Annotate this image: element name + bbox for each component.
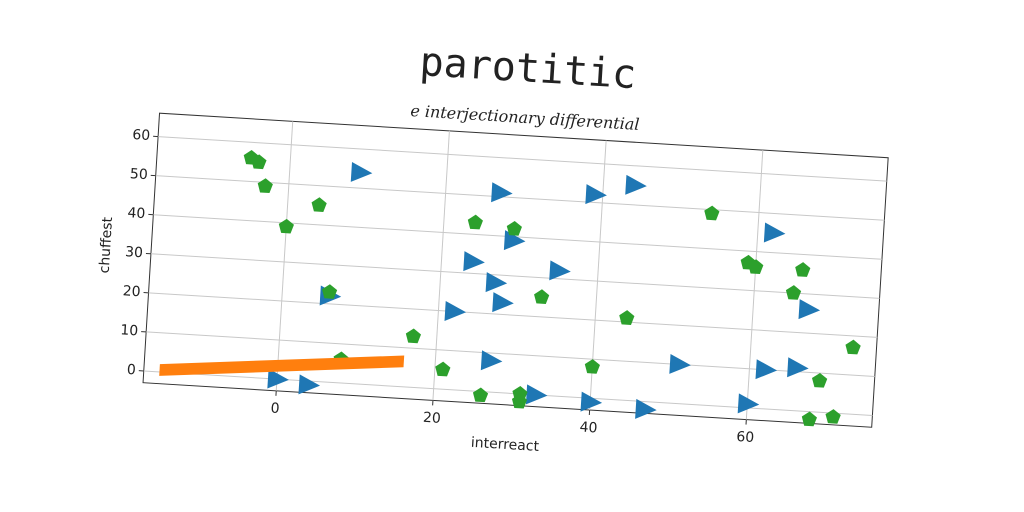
- chart-subtitle: e interjectionary differential: [410, 101, 640, 134]
- plot-area: [142, 112, 889, 428]
- point: [472, 387, 489, 403]
- point: [534, 289, 550, 305]
- point: [491, 182, 513, 203]
- point: [755, 359, 778, 380]
- x-tick-label: 40: [579, 419, 598, 436]
- grid-line: [745, 150, 764, 420]
- y-tick-label: 60: [132, 127, 151, 144]
- grid-line: [432, 130, 450, 401]
- point: [278, 218, 294, 234]
- point: [845, 339, 861, 355]
- point: [811, 372, 828, 388]
- point: [525, 384, 548, 405]
- point: [635, 398, 657, 419]
- point: [785, 285, 802, 300]
- point: [444, 300, 467, 321]
- point: [492, 292, 514, 313]
- point: [506, 220, 522, 236]
- point: [251, 154, 267, 170]
- point: [801, 411, 817, 427]
- point: [669, 353, 691, 374]
- grid-line: [153, 214, 882, 260]
- x-tick-label: 20: [422, 410, 441, 427]
- grid-line: [155, 175, 885, 221]
- point: [580, 391, 603, 412]
- y-tick-label: 10: [120, 322, 139, 339]
- point: [467, 214, 483, 230]
- point: [584, 359, 600, 374]
- point: [311, 197, 327, 212]
- x-axis-label: interreact: [470, 435, 540, 455]
- point: [619, 310, 635, 325]
- grid-line: [150, 253, 880, 299]
- point: [737, 393, 760, 414]
- x-tick-label: 60: [736, 429, 755, 446]
- grid-line: [275, 121, 294, 391]
- point: [795, 262, 811, 277]
- y-tick-label: 40: [127, 205, 146, 222]
- point: [549, 260, 571, 281]
- point: [763, 222, 786, 243]
- grid-line: [143, 370, 873, 417]
- point: [585, 184, 607, 205]
- y-axis-label: chuffest: [97, 216, 116, 274]
- point: [463, 251, 485, 272]
- point: [480, 350, 503, 371]
- y-tick-label: 20: [122, 283, 141, 300]
- point: [798, 299, 821, 320]
- point: [825, 409, 841, 424]
- point: [511, 393, 528, 409]
- point: [298, 374, 321, 395]
- grid-line: [158, 136, 887, 182]
- chart-title: parotitic: [418, 39, 637, 98]
- point: [405, 328, 422, 344]
- point: [485, 272, 508, 293]
- y-tick-label: 0: [126, 362, 136, 379]
- point: [321, 284, 338, 299]
- y-tick-label: 50: [129, 166, 148, 183]
- x-tick-label: 0: [270, 401, 280, 418]
- point: [257, 178, 273, 194]
- point: [625, 174, 647, 195]
- y-tick-label: 30: [125, 244, 144, 261]
- chart-body: parotitic e interjectionary differential…: [97, 39, 889, 455]
- grid-line: [148, 292, 878, 338]
- point: [704, 205, 720, 221]
- point: [267, 368, 289, 389]
- grid-line: [146, 331, 875, 377]
- point: [787, 357, 809, 378]
- point: [435, 361, 451, 377]
- band: [159, 355, 405, 376]
- point: [748, 259, 764, 275]
- point: [350, 161, 373, 182]
